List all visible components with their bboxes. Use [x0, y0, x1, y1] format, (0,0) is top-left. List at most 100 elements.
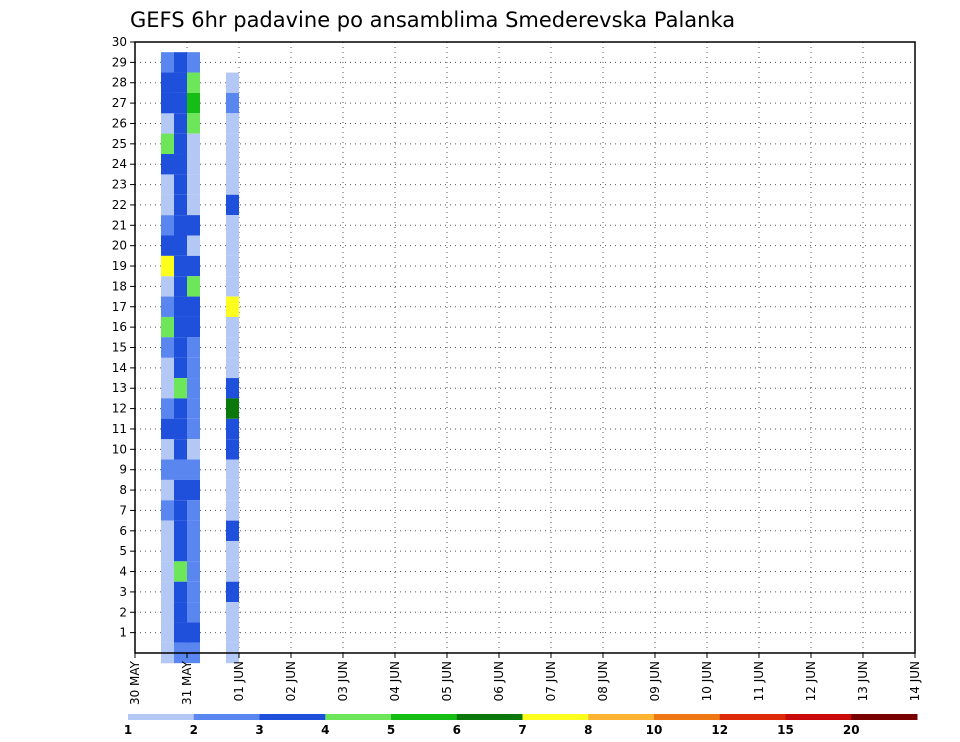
heatmap-cell	[174, 357, 187, 379]
heatmap-cell	[187, 235, 200, 256]
x-axis: 30 MAY 31 MAY 01 JUN 02 JUN 03 JUN 04 JUN 05 J…	[128, 653, 922, 705]
heatmap-cell	[174, 296, 187, 317]
heatmap-cell	[187, 561, 200, 582]
y-tick-label: 28	[112, 76, 127, 90]
heatmap-cell	[161, 296, 174, 317]
heatmap-cell	[226, 72, 239, 93]
colorbar-swatch	[259, 714, 326, 720]
heatmap-cell	[174, 194, 187, 216]
heatmap-cell	[161, 622, 174, 643]
heatmap-cell	[174, 439, 187, 460]
heatmap-cell	[187, 459, 200, 480]
heatmap-cell	[187, 418, 200, 440]
x-tick-label: 06 JUN	[492, 661, 506, 701]
heatmap-cell	[174, 479, 187, 501]
heatmap-cell	[174, 378, 187, 399]
heatmap-cell	[161, 276, 174, 297]
heatmap-cell	[226, 113, 239, 134]
heatmap-cell	[226, 622, 239, 643]
heatmap-cell	[161, 337, 174, 358]
y-tick-label: 12	[112, 402, 127, 416]
y-tick-label: 15	[112, 341, 127, 355]
heatmap-cell	[174, 276, 187, 297]
heatmap-cell	[174, 52, 187, 73]
heatmap-cell	[174, 581, 187, 603]
heatmap-cell	[174, 255, 187, 277]
colorbar-label: 4	[321, 723, 329, 737]
heatmap-cell	[161, 154, 174, 175]
heatmap-cell	[174, 154, 187, 175]
heatmap-cell	[174, 235, 187, 256]
heatmap-cell	[174, 622, 187, 643]
heatmap-cell	[161, 133, 174, 155]
y-tick-label: 1	[119, 626, 127, 640]
colorbar-label: 12	[711, 723, 728, 737]
y-tick-label: 10	[112, 442, 127, 456]
y-tick-label: 25	[112, 137, 127, 151]
heatmap-cell	[226, 459, 239, 480]
heatmap-cell	[161, 255, 174, 277]
x-tick-label: 10 JUN	[700, 661, 714, 701]
heatmap-cells	[161, 52, 239, 664]
heatmap-cell	[174, 337, 187, 358]
heatmap-cell	[174, 92, 187, 114]
colorbar-label: 3	[255, 723, 263, 737]
heatmap-cell	[174, 174, 187, 195]
colorbar-swatch	[588, 714, 655, 720]
heatmap-cell	[226, 276, 239, 297]
y-tick-label: 27	[112, 96, 127, 110]
heatmap-cell	[187, 540, 200, 562]
colorbar-label: 7	[518, 723, 526, 737]
heatmap-cell	[161, 439, 174, 460]
heatmap-cell	[174, 500, 187, 521]
heatmap-cell	[226, 479, 239, 501]
y-tick-label: 22	[112, 198, 127, 212]
heatmap-cell	[174, 602, 187, 623]
grid	[135, 41, 915, 653]
heatmap-cell	[161, 540, 174, 562]
heatmap-cell	[226, 540, 239, 562]
x-tick-label: 04 JUN	[388, 661, 402, 701]
heatmap-cell	[226, 337, 239, 358]
heatmap-cell	[161, 72, 174, 93]
y-tick-label: 13	[112, 381, 127, 395]
heatmap-cell	[161, 602, 174, 623]
heatmap-cell	[161, 378, 174, 399]
heatmap-cell	[174, 418, 187, 440]
colorbar-label: 6	[453, 723, 461, 737]
y-tick-label: 30	[112, 35, 127, 49]
x-tick-label: 30 MAY	[128, 660, 142, 705]
heatmap-cell	[187, 154, 200, 175]
heatmap-cell	[226, 398, 239, 419]
chart-title: GEFS 6hr padavine po ansamblima Smederev…	[130, 8, 735, 32]
heatmap-cell	[161, 500, 174, 521]
heatmap-cell	[187, 602, 200, 623]
colorbar-swatch	[391, 714, 458, 720]
y-tick-label: 3	[119, 585, 127, 599]
heatmap-cell	[187, 133, 200, 155]
x-tick-label: 03 JUN	[336, 661, 350, 701]
y-tick-label: 14	[112, 361, 127, 375]
heatmap-cell	[226, 520, 239, 541]
heatmap-cell	[174, 459, 187, 480]
heatmap-cell	[226, 154, 239, 175]
x-tick-label: 12 JUN	[804, 661, 818, 701]
x-tick-label: 05 JUN	[440, 661, 454, 701]
heatmap-cell	[187, 622, 200, 643]
heatmap-cell	[174, 398, 187, 419]
colorbar-swatch	[785, 714, 852, 720]
heatmap-cell	[161, 398, 174, 419]
heatmap-cell	[187, 296, 200, 317]
x-tick-label: 14 JUN	[908, 661, 922, 701]
y-tick-label: 11	[112, 422, 127, 436]
heatmap-cell	[161, 235, 174, 256]
heatmap-cell	[187, 357, 200, 379]
heatmap-cell	[226, 316, 239, 338]
heatmap-cell	[187, 500, 200, 521]
heatmap-cell	[226, 235, 239, 256]
colorbar-swatch	[654, 714, 721, 720]
y-tick-label: 18	[112, 279, 127, 293]
heatmap-cell	[187, 194, 200, 216]
heatmap-cell	[174, 520, 187, 541]
